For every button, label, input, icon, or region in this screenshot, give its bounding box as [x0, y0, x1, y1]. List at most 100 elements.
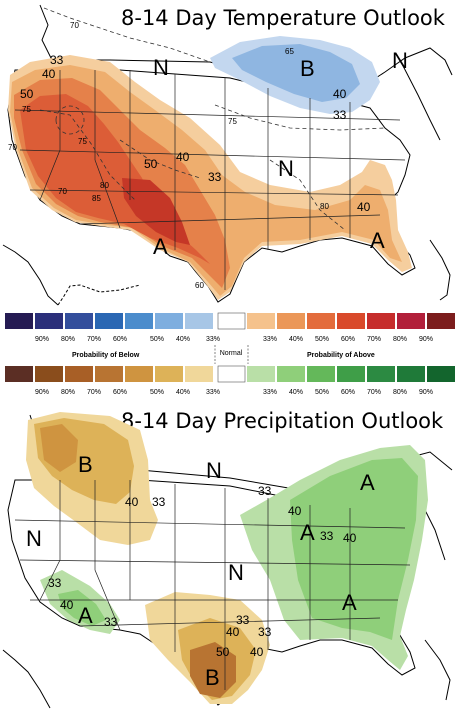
precipitation-below-swatch — [125, 366, 153, 382]
precipitation-above-swatches — [247, 366, 455, 382]
temperature-contour-label: 80 — [100, 181, 109, 190]
temperature-contour-label: 40 — [333, 87, 347, 101]
temperature-above-tick: 40% — [289, 336, 303, 343]
temperature-map: N B N A A N 70 33 40 50 75 75 80 85 50 4… — [2, 4, 453, 306]
temperature-above-tick: 33% — [263, 336, 277, 343]
temperature-contour-label: 40 — [42, 67, 56, 81]
precipitation-above-40-east — [290, 458, 418, 640]
temperature-above-tick: 90% — [419, 336, 433, 343]
precipitation-below-swatch — [95, 366, 123, 382]
temperature-below-tick: 60% — [113, 336, 127, 343]
temperature-below-swatch — [35, 313, 63, 329]
precipitation-label-n-north: N — [206, 458, 222, 483]
temperature-below-tick: 80% — [61, 336, 75, 343]
precipitation-above-swatch — [367, 366, 395, 382]
temperature-label-b: B — [300, 56, 315, 81]
precipitation-label-a-southwest: A — [78, 603, 93, 628]
temperature-label-n-east: N — [392, 48, 408, 73]
temperature-above-swatch — [397, 313, 425, 329]
temperature-below-tick: 40% — [176, 336, 190, 343]
precipitation-below-swatch — [65, 366, 93, 382]
temperature-above-tick: 60% — [341, 336, 355, 343]
precipitation-below-tick: 40% — [176, 389, 190, 396]
temperature-contour-label: 85 — [92, 194, 101, 203]
temperature-below-tick: 50% — [150, 336, 164, 343]
precipitation-contour-label: 40 — [343, 531, 357, 545]
temperature-contour-label: 60 — [195, 281, 204, 290]
precipitation-above-tick: 33% — [263, 389, 277, 396]
precipitation-contour-label: 33 — [258, 625, 272, 639]
normal-label: Normal — [220, 350, 243, 357]
temperature-contour-label: 40 — [176, 150, 190, 164]
precipitation-above-swatch — [307, 366, 335, 382]
precipitation-above-40-southwest — [58, 590, 106, 626]
precipitation-outlook-title: 8-14 Day Precipitation Outlook — [121, 409, 444, 433]
temperature-below-swatches — [5, 313, 213, 329]
probability-above-label: Probability of Above — [307, 352, 375, 359]
precipitation-contour-label: 50 — [216, 645, 230, 659]
precipitation-above-swatch — [277, 366, 305, 382]
temperature-contour-label: 75 — [228, 117, 237, 126]
temperature-below-tick: 33% — [206, 336, 220, 343]
precipitation-below-tick: 33% — [206, 389, 220, 396]
precipitation-below-swatch — [155, 366, 183, 382]
temperature-above-swatches — [247, 313, 455, 329]
temperature-above-tick: 50% — [315, 336, 329, 343]
precipitation-contour-label: 40 — [60, 598, 74, 612]
temperature-contour-label: 75 — [78, 137, 87, 146]
precipitation-below-swatch — [5, 366, 33, 382]
probability-below-label: Probability of Below — [72, 352, 140, 359]
temperature-below-tick: 90% — [35, 336, 49, 343]
precipitation-contour-label: 33 — [48, 576, 62, 590]
precipitation-state-lines — [14, 480, 411, 690]
precipitation-above-tick: 80% — [393, 389, 407, 396]
precipitation-contour-label: 40 — [288, 504, 302, 518]
precipitation-contour-label: 40 — [250, 645, 264, 659]
precipitation-above-tick: 40% — [289, 389, 303, 396]
temperature-normal-swatch — [217, 312, 246, 330]
temperature-below-swatch — [185, 313, 213, 329]
temperature-contour-label: 33 — [333, 108, 347, 122]
temperature-contour-label: 80 — [320, 202, 329, 211]
temperature-state-lines — [14, 70, 406, 290]
temperature-label-a-southeast: A — [370, 228, 385, 253]
temperature-outlook-title: 8-14 Day Temperature Outlook — [121, 6, 445, 30]
precipitation-above-tick: 50% — [315, 389, 329, 396]
precipitation-above-swatch — [397, 366, 425, 382]
temperature-contour-label: 33 — [50, 53, 64, 67]
temperature-contour-label: 75 — [22, 105, 31, 114]
precipitation-above-swatch — [427, 366, 455, 382]
temperature-contour-label: 70 — [58, 187, 67, 196]
temperature-contour-lines — [39, 7, 386, 231]
precipitation-contour-label: 40 — [125, 495, 139, 509]
precipitation-below-tick: 50% — [150, 389, 164, 396]
precipitation-contour-label: 33 — [258, 484, 272, 498]
temperature-above-swatch — [247, 313, 275, 329]
temperature-contour-label: 70 — [70, 21, 79, 30]
precipitation-contour-label: 33 — [104, 615, 118, 629]
precipitation-below-swatch — [185, 366, 213, 382]
temperature-label-n-central: N — [278, 156, 294, 181]
precipitation-contour-label: 33 — [320, 529, 334, 543]
precipitation-below-swatch — [35, 366, 63, 382]
precipitation-below-tick: 60% — [113, 389, 127, 396]
precipitation-label-b-south: B — [205, 665, 220, 690]
temperature-below-swatch — [65, 313, 93, 329]
temperature-below-tick: 70% — [87, 336, 101, 343]
precipitation-label-a-southeast: A — [342, 590, 357, 615]
precipitation-normal-swatch — [217, 365, 246, 383]
temperature-contour-label: 65 — [285, 47, 294, 56]
precipitation-below-tick: 70% — [87, 389, 101, 396]
precipitation-below-50-northwest — [40, 424, 78, 472]
precipitation-contour-label: 33 — [236, 613, 250, 627]
temperature-below-swatch — [125, 313, 153, 329]
temperature-contour-label: 50 — [20, 87, 34, 101]
precipitation-label-n-central: N — [228, 560, 244, 585]
temperature-contour-label: 50 — [144, 157, 158, 171]
precipitation-label-n-west: N — [26, 526, 42, 551]
temperature-below-swatch — [95, 313, 123, 329]
precipitation-label-a-central: A — [300, 520, 315, 545]
temperature-above-swatch — [307, 313, 335, 329]
precipitation-above-tick: 90% — [419, 389, 433, 396]
